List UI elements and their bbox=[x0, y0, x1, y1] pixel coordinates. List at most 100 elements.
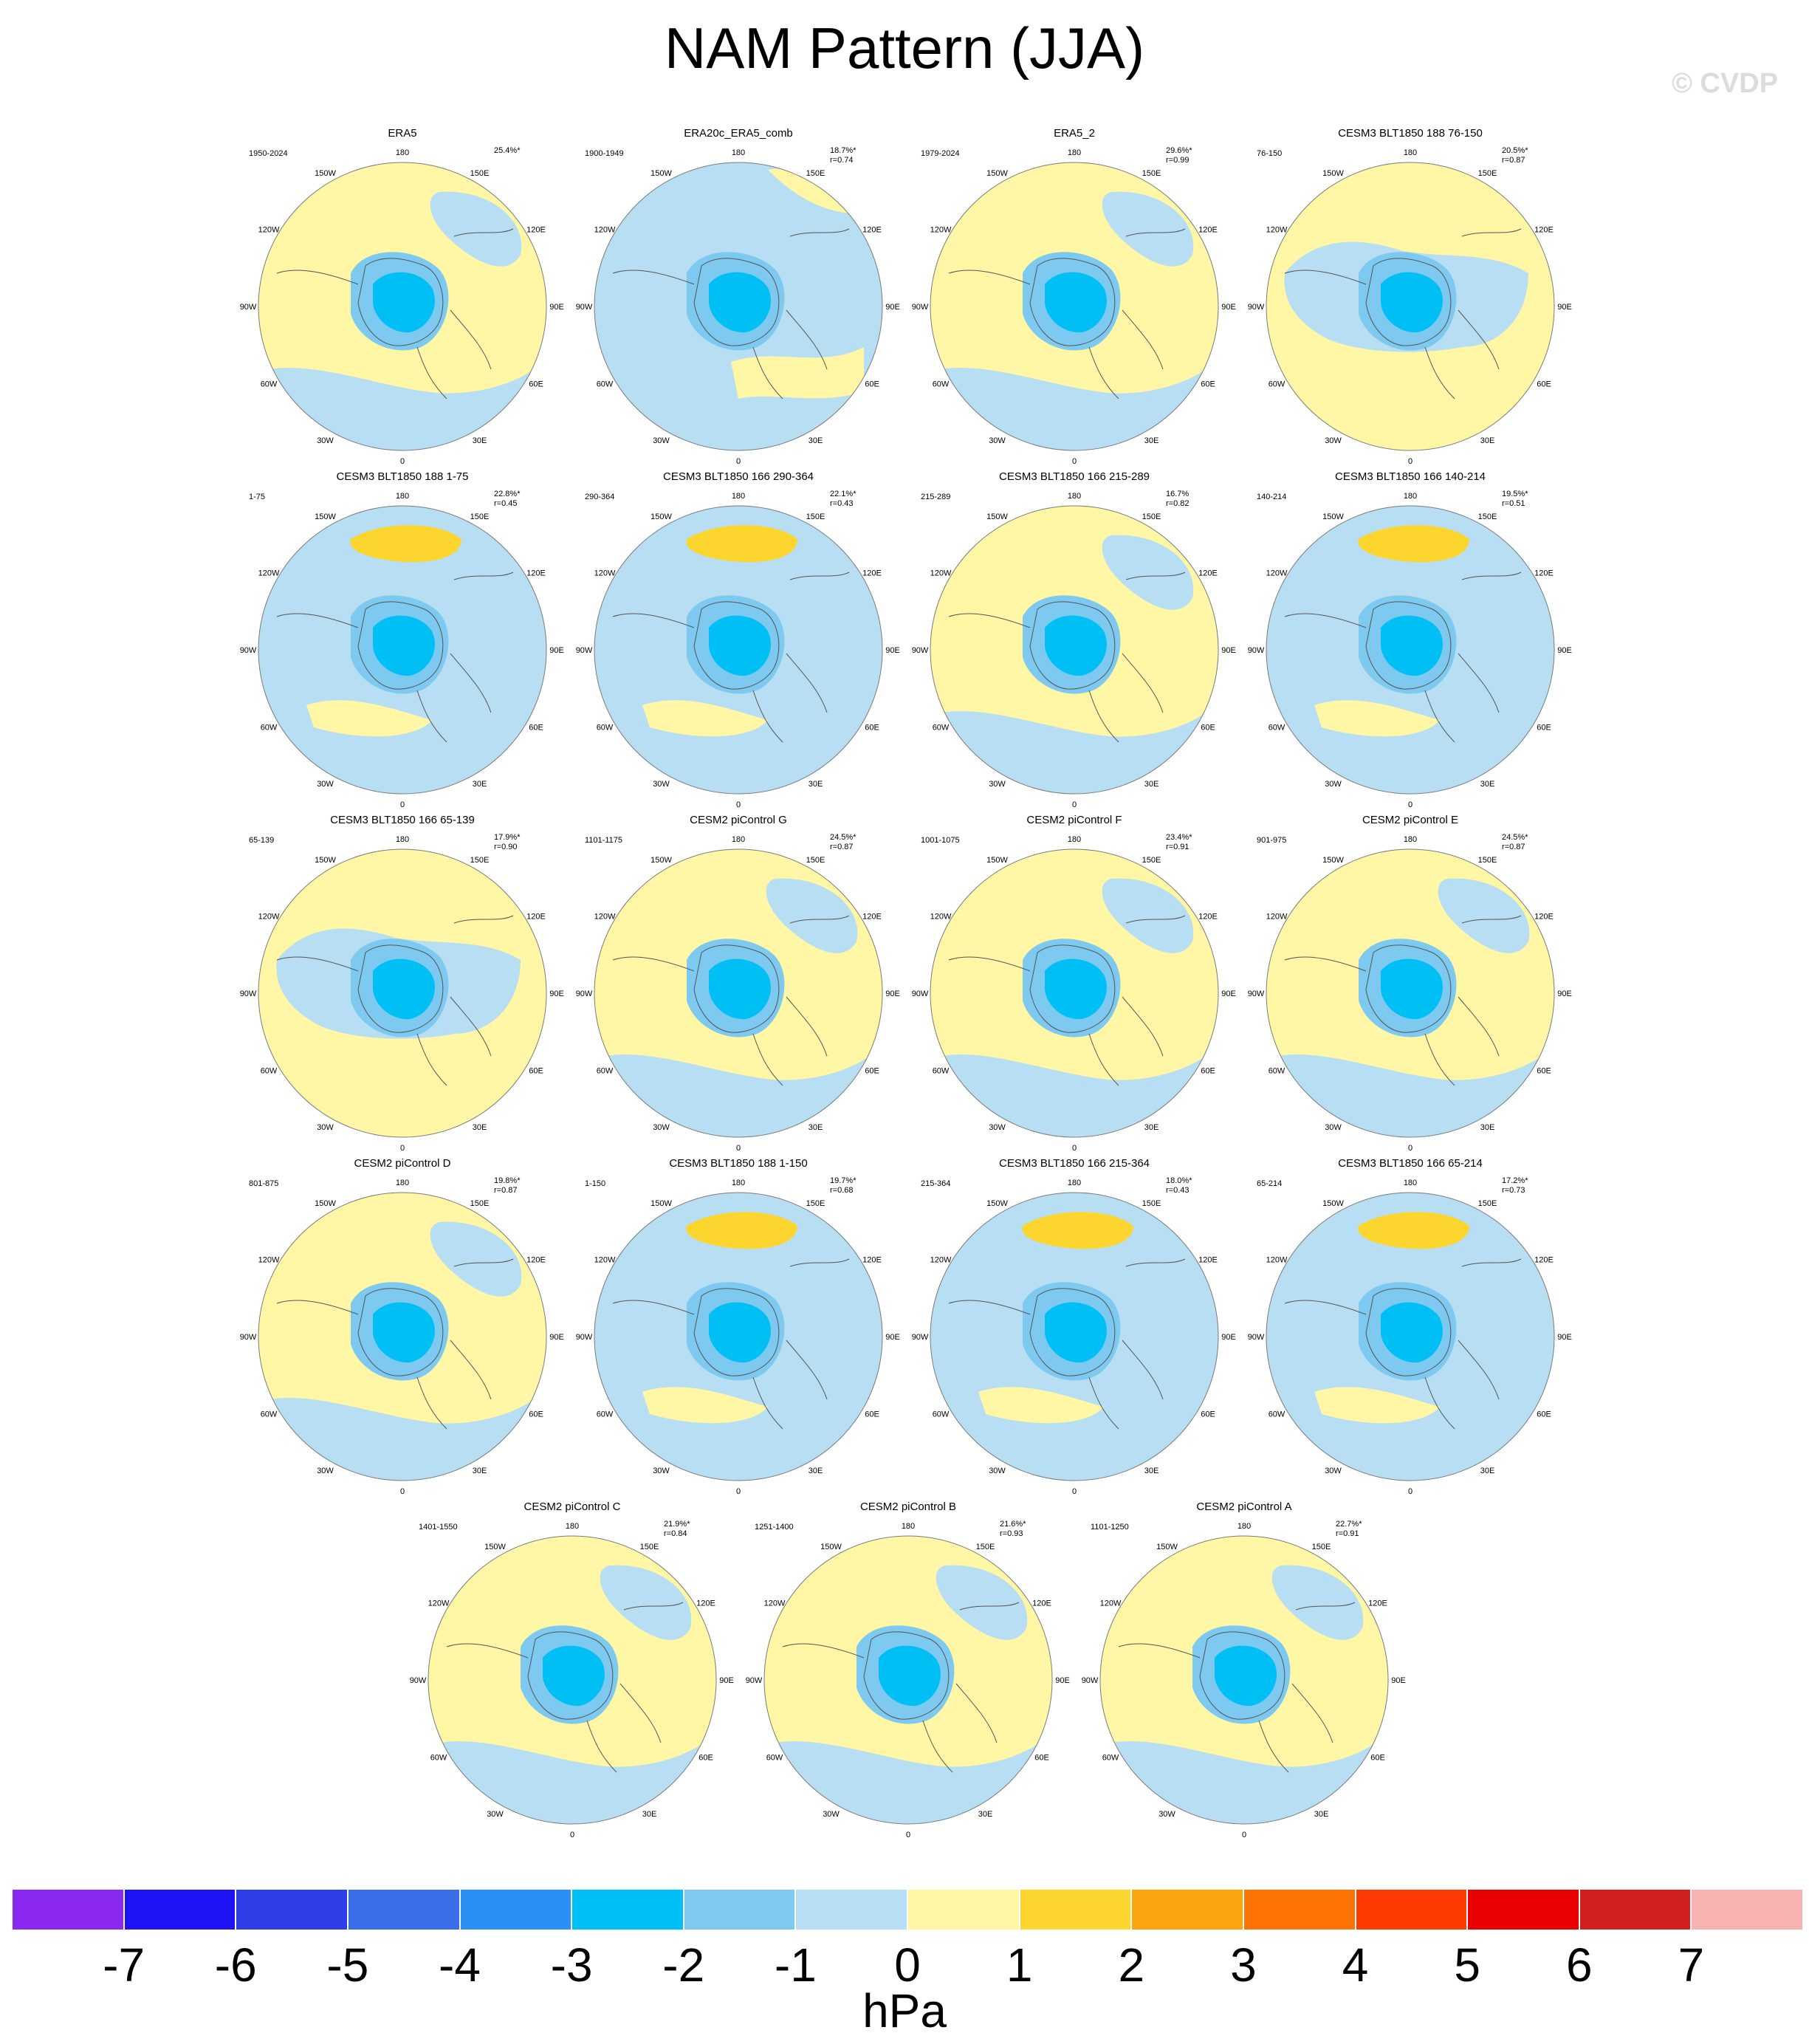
longitude-label: 30W bbox=[317, 436, 334, 445]
longitude-label: 180 bbox=[396, 492, 409, 501]
map-panel: CESM3 BLT1850 166 215-364 215-364 18.0%* r=… bbox=[912, 1156, 1236, 1496]
polar-map: 180 150E 120E 90E 60E 30E 0 30W 60W 90W 120W 150W bbox=[576, 1179, 900, 1496]
panel-title: CESM2 piControl E bbox=[1362, 814, 1459, 826]
polar-map: 180 150E 120E 90E 60E 30E 0 30W 60W 90W 120W 150W bbox=[1248, 835, 1572, 1153]
longitude-label: 120E bbox=[526, 1256, 546, 1265]
longitude-label: 60E bbox=[865, 380, 879, 389]
longitude-label: 150E bbox=[1312, 1543, 1331, 1551]
longitude-label: 120W bbox=[594, 226, 616, 235]
longitude-label: 180 bbox=[1238, 1522, 1251, 1531]
longitude-label: 120W bbox=[1266, 1256, 1288, 1265]
panel-title: CESM2 piControl F bbox=[1026, 814, 1122, 826]
longitude-label: 150W bbox=[651, 512, 672, 521]
panel-pattern-correlation: r=0.87 bbox=[830, 843, 854, 851]
panel-period: 1001-1075 bbox=[921, 836, 960, 845]
panel-variance-explained: 22.8%* bbox=[494, 490, 521, 498]
panel-pattern-correlation: r=0.90 bbox=[494, 843, 518, 851]
longitude-label: 120W bbox=[258, 913, 280, 922]
longitude-label: 0 bbox=[736, 800, 741, 809]
longitude-label: 60W bbox=[597, 380, 614, 389]
panel-period: 1-75 bbox=[249, 493, 266, 501]
longitude-label: 180 bbox=[566, 1522, 579, 1531]
polar-map: 180 150E 120E 90E 60E 30E 0 30W 60W 90W 120W 150W bbox=[912, 835, 1236, 1153]
longitude-label: 180 bbox=[396, 148, 409, 157]
longitude-label: 30W bbox=[653, 436, 670, 445]
map-panel: CESM2 piControl D 801-875 19.8%* r=0.87 180 1… bbox=[240, 1156, 564, 1496]
colorbar-box bbox=[1019, 1889, 1132, 1930]
panel-variance-explained: 21.9%* bbox=[664, 1520, 690, 1529]
longitude-label: 90W bbox=[240, 990, 257, 998]
longitude-label: 150W bbox=[315, 512, 336, 521]
map-panel: ERA5_2 1979-2024 29.6%* r=0.99 180 150E 120E 90… bbox=[912, 126, 1236, 466]
longitude-label: 180 bbox=[1404, 835, 1417, 844]
longitude-label: 150E bbox=[806, 169, 825, 178]
longitude-label: 120W bbox=[258, 569, 280, 578]
map-field bbox=[258, 162, 546, 450]
longitude-label: 90W bbox=[1248, 990, 1265, 998]
longitude-label: 120E bbox=[862, 913, 882, 922]
map-panel: CESM2 piControl B 1251-1400 21.6%* r=0.93 18… bbox=[746, 1499, 1070, 1839]
colorbar-box bbox=[12, 1889, 124, 1930]
figure-title: NAM Pattern (JJA) bbox=[664, 16, 1145, 80]
longitude-label: 180 bbox=[1068, 148, 1081, 157]
longitude-label: 90W bbox=[912, 303, 929, 312]
longitude-label: 30E bbox=[1480, 1123, 1495, 1132]
longitude-label: 150E bbox=[1142, 1199, 1161, 1208]
longitude-label: 0 bbox=[1072, 1487, 1077, 1496]
longitude-label: 150W bbox=[1322, 856, 1344, 865]
longitude-label: 30W bbox=[989, 1123, 1006, 1132]
longitude-label: 0 bbox=[1408, 1487, 1412, 1496]
longitude-label: 30E bbox=[473, 780, 487, 789]
longitude-label: 120E bbox=[1534, 1256, 1554, 1265]
longitude-label: 120E bbox=[526, 569, 546, 578]
longitude-label: 30E bbox=[1144, 780, 1159, 789]
longitude-label: 150E bbox=[806, 512, 825, 521]
panel-period: 215-364 bbox=[921, 1179, 951, 1188]
colorbar bbox=[12, 1889, 1803, 1930]
polar-map: 180 150E 120E 90E 60E 30E 0 30W 60W 90W 120W 150W bbox=[240, 1179, 564, 1496]
colorbar-tick: 3 bbox=[1230, 1938, 1257, 1992]
longitude-label: 90W bbox=[912, 646, 929, 655]
longitude-label: 60E bbox=[698, 1754, 713, 1763]
panel-period: 1251-1400 bbox=[755, 1523, 794, 1532]
longitude-label: 120W bbox=[1266, 913, 1288, 922]
colorbar-box bbox=[1691, 1889, 1803, 1930]
longitude-label: 30W bbox=[487, 1810, 504, 1819]
longitude-label: 90W bbox=[576, 990, 593, 998]
colorbar-tick: 6 bbox=[1565, 1938, 1593, 1992]
panel-pattern-correlation: r=0.93 bbox=[1000, 1529, 1023, 1538]
longitude-label: 30W bbox=[653, 1467, 670, 1475]
longitude-label: 180 bbox=[1068, 835, 1081, 844]
panel-variance-explained: 17.2%* bbox=[1502, 1176, 1528, 1185]
longitude-label: 90E bbox=[885, 646, 900, 655]
longitude-label: 120E bbox=[1198, 913, 1218, 922]
panel-title: ERA20c_ERA5_comb bbox=[684, 127, 793, 140]
longitude-label: 60E bbox=[1370, 1754, 1385, 1763]
map-panel: CESM3 BLT1850 166 140-214 140-214 19.5%* r=… bbox=[1248, 469, 1572, 809]
panel-title: CESM2 piControl A bbox=[1196, 1501, 1292, 1513]
longitude-label: 30W bbox=[317, 1467, 334, 1475]
longitude-label: 0 bbox=[1408, 800, 1412, 809]
colorbar-tick: -3 bbox=[550, 1938, 593, 1992]
longitude-label: 90W bbox=[576, 303, 593, 312]
panel-pattern-correlation: r=0.68 bbox=[830, 1186, 854, 1195]
longitude-label: 90E bbox=[1557, 1333, 1572, 1342]
panel-title: ERA5 bbox=[388, 127, 417, 140]
map-field bbox=[1266, 506, 1554, 794]
colorbar-box bbox=[795, 1889, 907, 1930]
longitude-label: 120W bbox=[258, 1256, 280, 1265]
longitude-label: 60E bbox=[865, 1410, 879, 1419]
longitude-label: 30E bbox=[809, 1467, 823, 1475]
longitude-label: 0 bbox=[736, 1144, 741, 1153]
map-panel: CESM2 piControl C 1401-1550 21.9%* r=0.84 18… bbox=[410, 1499, 734, 1839]
longitude-label: 150E bbox=[1478, 169, 1497, 178]
longitude-label: 150E bbox=[640, 1543, 659, 1551]
longitude-label: 90E bbox=[549, 990, 564, 998]
colorbar-tick: -6 bbox=[214, 1938, 257, 1992]
longitude-label: 150E bbox=[470, 512, 490, 521]
longitude-label: 150W bbox=[1322, 169, 1344, 178]
longitude-label: 120E bbox=[862, 226, 882, 235]
longitude-label: 120W bbox=[594, 913, 616, 922]
map-panel: CESM3 BLT1850 166 290-364 290-364 22.1%* r=… bbox=[576, 469, 900, 809]
longitude-label: 90E bbox=[1221, 990, 1236, 998]
